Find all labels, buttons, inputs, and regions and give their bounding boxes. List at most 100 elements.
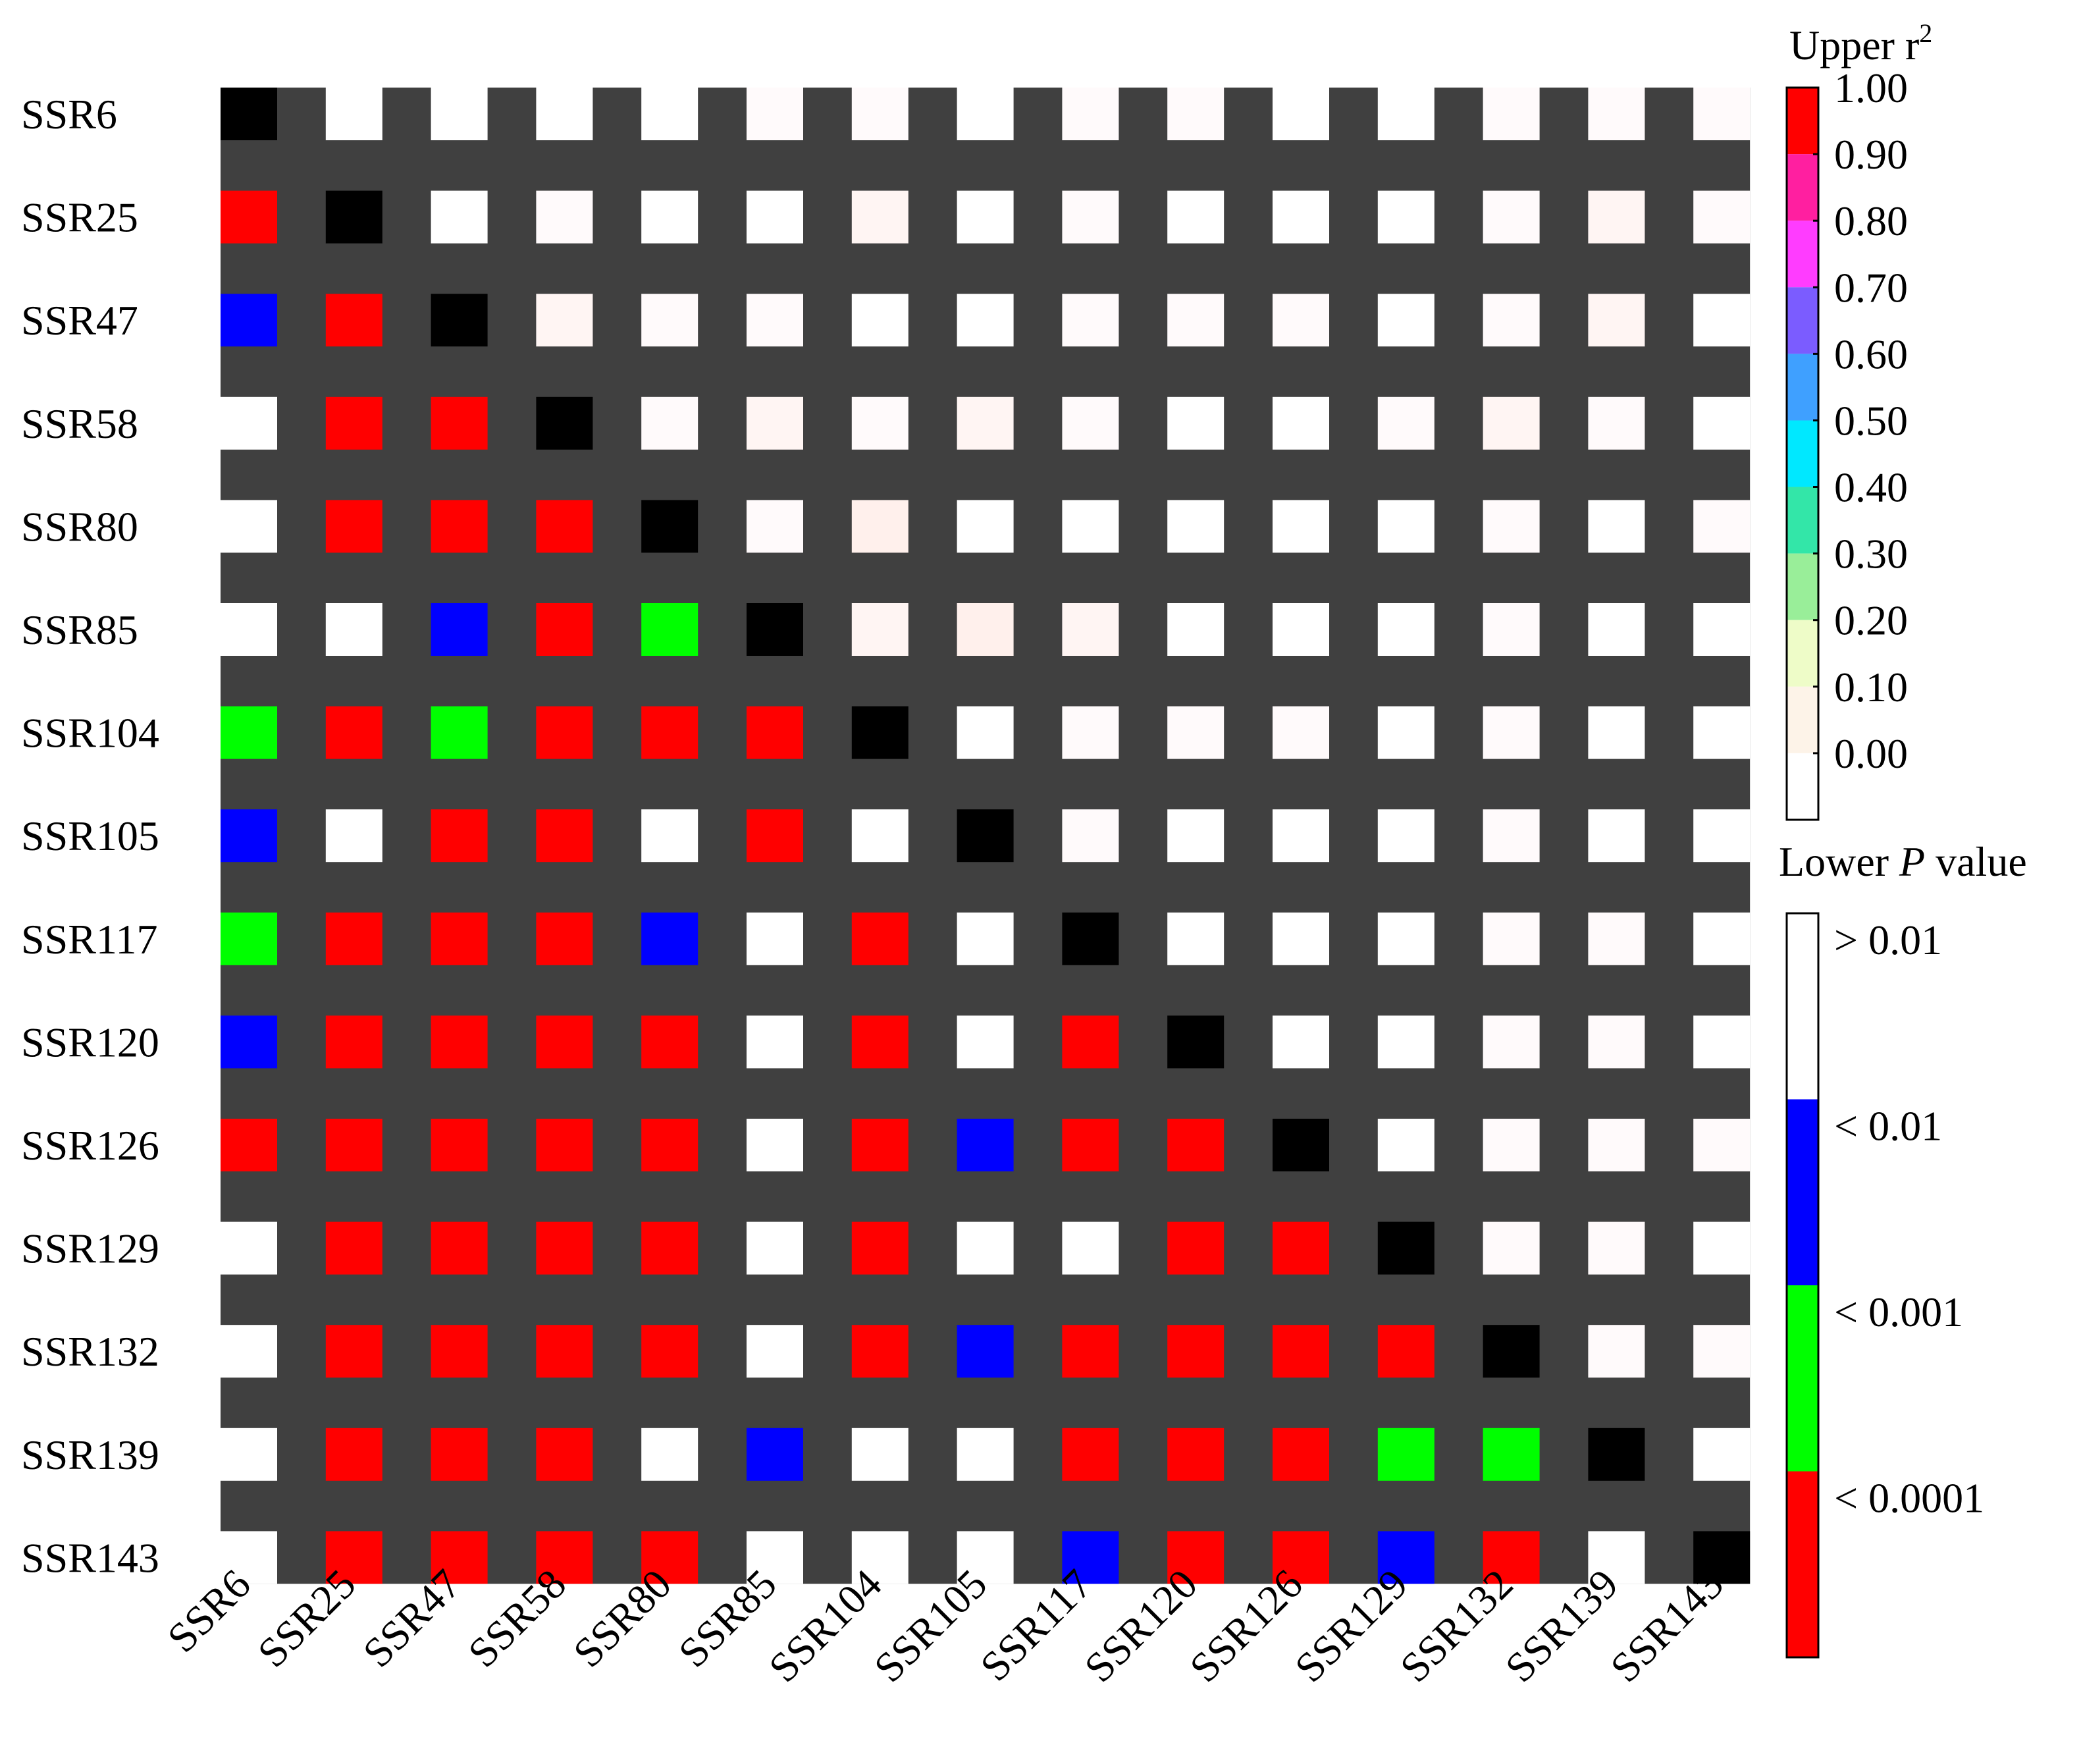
- heatmap-cell-SSR126-SSR126: [1273, 1119, 1329, 1171]
- heatmap-cell-SSR132-SSR6: [221, 1325, 277, 1378]
- heatmap-cell-SSR143-SSR143: [1693, 1531, 1751, 1584]
- upper-legend-swatch: [1787, 154, 1818, 221]
- heatmap-cell-SSR47-SSR139: [1588, 294, 1645, 347]
- heatmap-cell-SSR120-SSR120: [1167, 1015, 1225, 1069]
- row-label-SSR47: SSR47: [21, 297, 138, 344]
- heatmap-cell-SSR47-SSR47: [431, 294, 488, 347]
- heatmap-cell-SSR105-SSR143: [1693, 809, 1751, 863]
- upper-legend-tick-label: 0.30: [1834, 531, 1908, 577]
- heatmap-cell-SSR25-SSR104: [851, 190, 909, 244]
- heatmap-cell-SSR126-SSR105: [957, 1119, 1014, 1171]
- heatmap-cell-SSR25-SSR25: [325, 190, 382, 244]
- heatmap-cell-SSR139-SSR120: [1167, 1428, 1225, 1481]
- row-label-SSR120: SSR120: [21, 1019, 159, 1065]
- heatmap-cell-SSR117-SSR139: [1588, 912, 1645, 965]
- heatmap-cell-SSR129-SSR85: [747, 1221, 803, 1275]
- heatmap-cell-SSR120-SSR139: [1588, 1015, 1645, 1069]
- heatmap-cell-SSR120-SSR80: [641, 1015, 698, 1069]
- heatmap-cell-SSR120-SSR143: [1693, 1015, 1751, 1069]
- heatmap-cell-SSR120-SSR126: [1273, 1015, 1329, 1069]
- heatmap-cell-SSR85-SSR139: [1588, 603, 1645, 656]
- heatmap-cell-SSR132-SSR105: [957, 1325, 1014, 1378]
- heatmap-cell-SSR129-SSR47: [431, 1221, 488, 1275]
- heatmap-cell-SSR104-SSR139: [1588, 706, 1645, 759]
- row-label-SSR105: SSR105: [21, 813, 159, 859]
- heatmap-cell-SSR58-SSR58: [536, 396, 593, 450]
- heatmap-cell-SSR105-SSR104: [851, 809, 909, 863]
- heatmap-cell-SSR47-SSR25: [325, 294, 382, 347]
- heatmap-cell-SSR132-SSR139: [1588, 1325, 1645, 1378]
- heatmap-cell-SSR105-SSR129: [1377, 809, 1435, 863]
- heatmap-cell-SSR104-SSR85: [747, 706, 803, 759]
- upper-legend-tick-label: 0.10: [1834, 664, 1908, 710]
- lower-legend-label: < 0.001: [1834, 1289, 1963, 1335]
- heatmap-cell-SSR126-SSR129: [1377, 1119, 1435, 1171]
- upper-legend-swatch: [1787, 753, 1818, 820]
- heatmap-cell-SSR47-SSR80: [641, 294, 698, 347]
- heatmap-cell-SSR105-SSR139: [1588, 809, 1645, 863]
- heatmap-cell-SSR117-SSR129: [1377, 912, 1435, 965]
- heatmap-cell-SSR25-SSR132: [1483, 190, 1540, 244]
- heatmap-cell-SSR85-SSR47: [431, 603, 488, 656]
- heatmap-cell-SSR80-SSR85: [747, 500, 803, 553]
- heatmap-cell-SSR47-SSR58: [536, 294, 593, 347]
- heatmap-cell-SSR143-SSR117: [1062, 1531, 1119, 1584]
- heatmap-cell-SSR104-SSR132: [1483, 706, 1540, 759]
- heatmap-cell-SSR120-SSR104: [851, 1015, 909, 1069]
- heatmap-cell-SSR6-SSR132: [1483, 88, 1540, 140]
- heatmap-cell-SSR58-SSR25: [325, 396, 382, 450]
- heatmap-cell-SSR80-SSR6: [221, 500, 277, 553]
- upper-legend-swatch: [1787, 287, 1818, 354]
- row-label-SSR25: SSR25: [21, 194, 138, 241]
- heatmap-cell-SSR139-SSR47: [431, 1428, 488, 1481]
- heatmap-cell-SSR85-SSR129: [1377, 603, 1435, 656]
- heatmap-cell-SSR126-SSR80: [641, 1119, 698, 1171]
- heatmap-cell-SSR139-SSR6: [221, 1428, 277, 1481]
- heatmap-cell-SSR58-SSR126: [1273, 396, 1329, 450]
- heatmap-cell-SSR120-SSR47: [431, 1015, 488, 1069]
- heatmap-cell-SSR126-SSR143: [1693, 1119, 1751, 1171]
- row-label-SSR104: SSR104: [21, 710, 159, 757]
- heatmap-cell-SSR85-SSR80: [641, 603, 698, 656]
- heatmap-cell-SSR58-SSR120: [1167, 396, 1225, 450]
- heatmap-cell-SSR129-SSR132: [1483, 1221, 1540, 1275]
- heatmap-cell-SSR85-SSR132: [1483, 603, 1540, 656]
- heatmap-cell-SSR129-SSR6: [221, 1221, 277, 1275]
- heatmap-cell-SSR117-SSR58: [536, 912, 593, 965]
- heatmap-cell-SSR126-SSR139: [1588, 1119, 1645, 1171]
- heatmap-cell-SSR80-SSR132: [1483, 500, 1540, 553]
- heatmap-cell-SSR117-SSR117: [1062, 912, 1119, 965]
- heatmap-cell-SSR47-SSR132: [1483, 294, 1540, 347]
- heatmap-cell-SSR85-SSR120: [1167, 603, 1225, 656]
- heatmap-cell-SSR132-SSR85: [747, 1325, 803, 1378]
- lower-legend-swatch: [1787, 1099, 1818, 1285]
- heatmap-cell-SSR126-SSR120: [1167, 1119, 1225, 1171]
- heatmap-cell-SSR143-SSR139: [1588, 1531, 1645, 1584]
- heatmap-cell-SSR139-SSR25: [325, 1428, 382, 1481]
- heatmap-cell-SSR80-SSR105: [957, 500, 1014, 553]
- heatmap-cell-SSR139-SSR126: [1273, 1428, 1329, 1481]
- upper-legend-swatch: [1787, 88, 1818, 155]
- heatmap-cell-SSR80-SSR117: [1062, 500, 1119, 553]
- heatmap-cell-SSR126-SSR117: [1062, 1119, 1119, 1171]
- heatmap-cell-SSR139-SSR143: [1693, 1428, 1751, 1481]
- heatmap-cell-SSR25-SSR58: [536, 190, 593, 244]
- heatmap-cell-SSR139-SSR105: [957, 1428, 1014, 1481]
- heatmap-cell-SSR129-SSR143: [1693, 1221, 1751, 1275]
- heatmap-cell-SSR139-SSR58: [536, 1428, 593, 1481]
- heatmap-cell-SSR25-SSR129: [1377, 190, 1435, 244]
- upper-legend-swatch: [1787, 354, 1818, 421]
- lower-p-value-legend: Lower P value > 0.01 < 0.01 < 0.001 < 0.000…: [1779, 838, 2027, 1659]
- heatmap-cell-SSR129-SSR126: [1273, 1221, 1329, 1275]
- row-label-SSR6: SSR6: [21, 91, 117, 138]
- heatmap-cell-SSR132-SSR80: [641, 1325, 698, 1378]
- upper-legend-title: Upper r2: [1789, 18, 1932, 68]
- heatmap-cell-SSR143-SSR58: [536, 1531, 593, 1584]
- heatmap-cell-SSR143-SSR129: [1377, 1531, 1435, 1584]
- heatmap-cell-SSR139-SSR117: [1062, 1428, 1119, 1481]
- row-label-SSR132: SSR132: [21, 1328, 159, 1375]
- heatmap-cell-SSR104-SSR143: [1693, 706, 1751, 759]
- heatmap-cell-SSR120-SSR132: [1483, 1015, 1540, 1069]
- heatmap-cell-SSR120-SSR6: [221, 1015, 277, 1069]
